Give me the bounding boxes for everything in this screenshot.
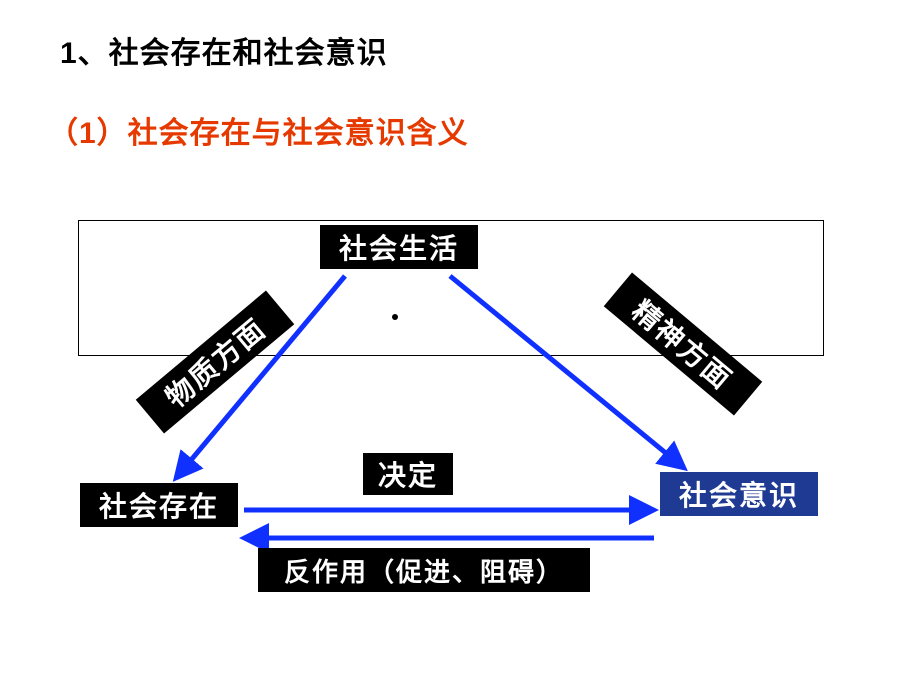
- node-social-life: 社会生活: [320, 225, 478, 269]
- node-social-being: 社会存在: [80, 483, 238, 527]
- center-dot: [392, 314, 398, 320]
- node-determine: 决定: [363, 453, 453, 495]
- heading-sub: （1）社会存在与社会意识含义: [48, 108, 469, 152]
- node-social-consciousness: 社会意识: [660, 472, 818, 516]
- node-react: 反作用（促进、阻碍）: [258, 548, 590, 592]
- heading-main: 1、社会存在和社会意识: [60, 28, 388, 72]
